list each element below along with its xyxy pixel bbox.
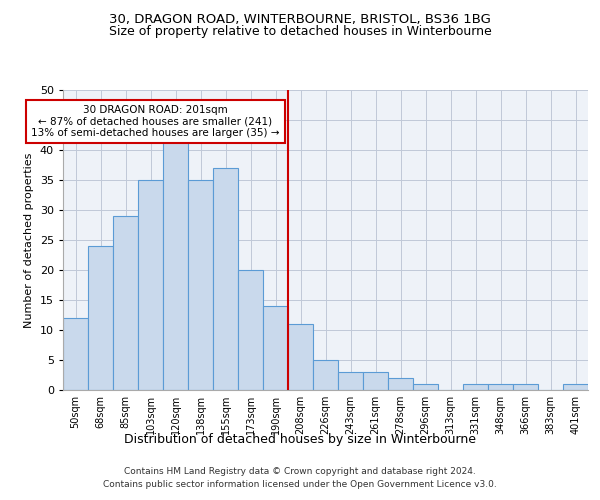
Bar xyxy=(463,384,488,390)
Bar xyxy=(63,318,88,390)
Bar xyxy=(338,372,363,390)
Bar xyxy=(313,360,338,390)
Text: Size of property relative to detached houses in Winterbourne: Size of property relative to detached ho… xyxy=(109,25,491,38)
Bar xyxy=(113,216,138,390)
Bar xyxy=(88,246,113,390)
Text: Contains HM Land Registry data © Crown copyright and database right 2024.: Contains HM Land Registry data © Crown c… xyxy=(124,468,476,476)
Bar xyxy=(238,270,263,390)
Bar xyxy=(363,372,388,390)
Bar xyxy=(213,168,238,390)
Bar xyxy=(413,384,438,390)
Bar xyxy=(288,324,313,390)
Bar xyxy=(488,384,513,390)
Y-axis label: Number of detached properties: Number of detached properties xyxy=(24,152,34,328)
Text: Distribution of detached houses by size in Winterbourne: Distribution of detached houses by size … xyxy=(124,432,476,446)
Text: Contains public sector information licensed under the Open Government Licence v3: Contains public sector information licen… xyxy=(103,480,497,489)
Bar xyxy=(138,180,163,390)
Bar xyxy=(188,180,213,390)
Bar xyxy=(163,138,188,390)
Bar xyxy=(513,384,538,390)
Bar xyxy=(563,384,588,390)
Text: 30, DRAGON ROAD, WINTERBOURNE, BRISTOL, BS36 1BG: 30, DRAGON ROAD, WINTERBOURNE, BRISTOL, … xyxy=(109,12,491,26)
Bar xyxy=(388,378,413,390)
Text: 30 DRAGON ROAD: 201sqm
← 87% of detached houses are smaller (241)
13% of semi-de: 30 DRAGON ROAD: 201sqm ← 87% of detached… xyxy=(31,105,280,138)
Bar xyxy=(263,306,288,390)
